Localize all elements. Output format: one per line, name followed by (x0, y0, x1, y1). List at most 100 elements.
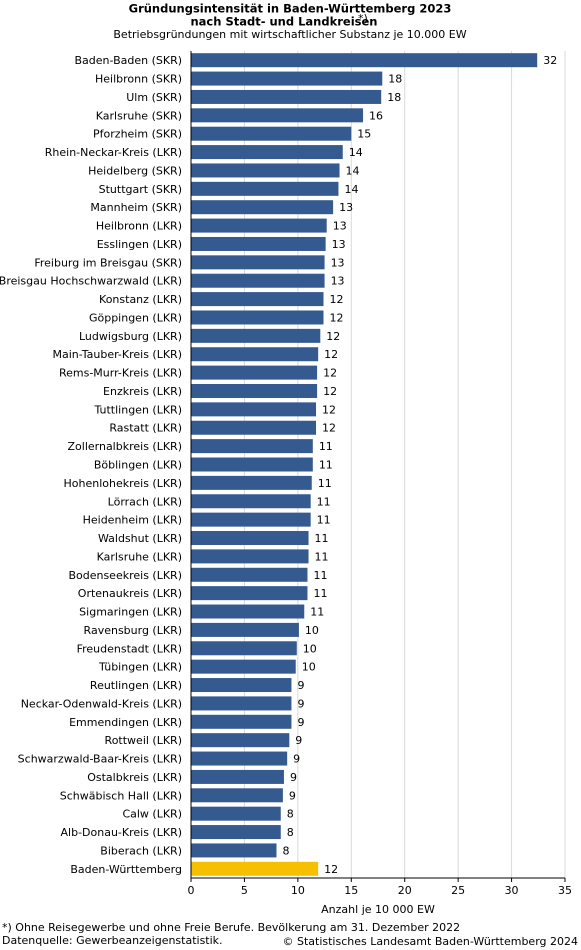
y-tick-label: Stuttgart (SKR) (99, 183, 182, 196)
bar (191, 696, 292, 711)
value-label: 9 (293, 753, 300, 766)
bar (191, 769, 284, 784)
value-label: 11 (317, 514, 331, 527)
bar (191, 678, 292, 693)
y-tick-label: Emmendingen (LKR) (69, 716, 182, 729)
y-tick-label: Hohenlohekreis (LKR) (63, 477, 182, 490)
value-label: 18 (388, 73, 402, 86)
bar (191, 236, 326, 251)
bar (191, 586, 308, 601)
bar (191, 622, 299, 637)
y-tick-label: Rottweil (LKR) (105, 734, 182, 747)
bar (191, 347, 319, 362)
bar (191, 420, 317, 435)
y-tick-label: Main-Tauber-Kreis (LKR) (53, 348, 182, 361)
value-label: 12 (323, 367, 337, 380)
bar (191, 108, 364, 123)
y-tick-label: Esslingen (LKR) (97, 238, 182, 251)
value-label: 12 (322, 403, 336, 416)
y-tick-label: Heilbronn (SKR) (95, 73, 182, 86)
value-label: 12 (330, 293, 344, 306)
y-tick-label: Karlsruhe (SKR) (96, 109, 182, 122)
bar (191, 145, 343, 160)
bar (191, 494, 311, 509)
value-label: 12 (330, 311, 344, 324)
bar (191, 641, 297, 656)
y-tick-label: Enzkreis (LKR) (103, 385, 182, 398)
x-tick-label: 15 (344, 884, 358, 897)
y-tick-label: Biberach (LKR) (100, 844, 182, 857)
bar (191, 843, 277, 858)
bar (191, 825, 281, 840)
y-tick-label: Zollernalbkreis (LKR) (68, 440, 183, 453)
y-tick-label: Baden-Baden (SKR) (74, 54, 182, 67)
y-tick-label: Konstanz (LKR) (99, 293, 182, 306)
bar (191, 181, 339, 196)
value-label: 9 (297, 679, 304, 692)
y-tick-label: Baden-Württemberg (70, 863, 182, 876)
value-label: 12 (323, 385, 337, 398)
bar (191, 806, 281, 821)
x-tick-label: 5 (241, 884, 248, 897)
x-tick-label: 25 (451, 884, 465, 897)
value-label: 11 (319, 440, 333, 453)
bar (191, 163, 340, 178)
title-note: *) (358, 12, 368, 25)
value-label: 10 (302, 661, 316, 674)
y-tick-label: Reutlingen (LKR) (90, 679, 182, 692)
y-tick-label: Tübingen (LKR) (98, 661, 182, 674)
y-tick-label: Ravensburg (LKR) (84, 624, 182, 637)
y-tick-label: Calw (LKR) (122, 808, 182, 821)
y-tick-label: Freiburg im Breisgau (SKR) (34, 256, 182, 269)
value-label: 15 (357, 128, 371, 141)
bar (191, 439, 313, 454)
bar (191, 788, 283, 803)
y-tick-label: Göppingen (LKR) (89, 311, 182, 324)
value-label: 18 (387, 91, 401, 104)
y-tick-label: Heidelberg (SKR) (88, 164, 182, 177)
value-label: 12 (324, 348, 338, 361)
value-label: 12 (326, 330, 340, 343)
y-tick-label: Böblingen (LKR) (94, 459, 182, 472)
value-label: 8 (287, 808, 294, 821)
y-tick-label: Rhein-Neckar-Kreis (LKR) (45, 146, 182, 159)
value-label: 14 (349, 146, 363, 159)
y-tick-label: Heidenheim (LKR) (83, 514, 182, 527)
value-label: 11 (317, 495, 331, 508)
value-label: 12 (322, 422, 336, 435)
bar (191, 567, 308, 582)
chart-subtitle: Betriebsgründungen mit wirtschaftlicher … (113, 28, 466, 41)
y-tick-label: Bodenseekreis (LKR) (68, 569, 182, 582)
x-axis-title: Anzahl je 10 000 EW (321, 903, 435, 916)
value-label: 11 (315, 532, 329, 545)
y-tick-label: Breisgau Hochschwarzwald (LKR) (0, 275, 182, 288)
x-tick-label: 10 (291, 884, 305, 897)
bar (191, 714, 292, 729)
value-label: 10 (303, 642, 317, 655)
bar (191, 89, 382, 104)
value-label: 16 (369, 109, 383, 122)
bar (191, 71, 383, 86)
value-label: 13 (339, 201, 353, 214)
y-tick-label: Waldshut (LKR) (98, 532, 182, 545)
y-tick-label: Mannheim (SKR) (90, 201, 182, 214)
bar (191, 861, 319, 876)
bar (191, 310, 324, 325)
value-label: 9 (295, 734, 302, 747)
value-label: 10 (305, 624, 319, 637)
source: Datenquelle: Gewerbeanzeigenstatistik. (2, 934, 223, 947)
y-tick-label: Ludwigsburg (LKR) (79, 330, 182, 343)
bar (191, 328, 321, 343)
value-label: 13 (333, 220, 347, 233)
bar (191, 126, 352, 141)
y-tick-label: Rems-Murr-Kreis (LKR) (59, 367, 182, 380)
x-tick-label: 30 (505, 884, 519, 897)
chart-title: Gründungsintensität in Baden-Württemberg… (129, 2, 452, 16)
bar (191, 475, 312, 490)
bar (191, 200, 334, 215)
y-tick-label: Lörrach (LKR) (108, 495, 182, 508)
y-tick-label: Schwäbisch Hall (LKR) (60, 789, 182, 802)
bar (191, 457, 313, 472)
value-label: 11 (315, 550, 329, 563)
